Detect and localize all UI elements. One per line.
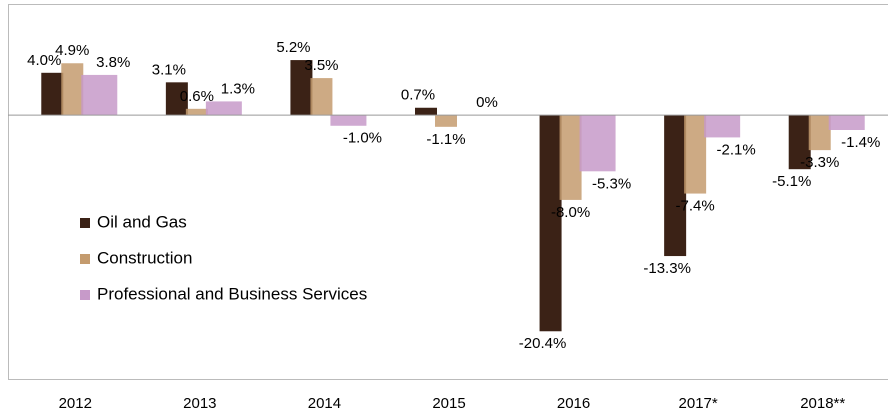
bar bbox=[290, 60, 313, 116]
plot-frame bbox=[8, 4, 888, 380]
legend-swatch bbox=[80, 218, 90, 228]
x-tick-label: 2014 bbox=[308, 395, 341, 412]
legend-swatch bbox=[80, 254, 90, 264]
value-label: -13.3% bbox=[643, 260, 691, 277]
bar bbox=[435, 115, 457, 127]
value-label: 4.9% bbox=[55, 42, 89, 59]
bar bbox=[808, 115, 831, 151]
value-label: -1.1% bbox=[426, 131, 465, 148]
value-label: -2.1% bbox=[717, 141, 756, 158]
bar bbox=[539, 115, 562, 332]
bar bbox=[704, 115, 741, 138]
bar bbox=[81, 74, 118, 116]
x-tick-label: 2015 bbox=[432, 395, 465, 412]
value-label: 1.3% bbox=[221, 80, 255, 97]
value-label: 0% bbox=[476, 94, 498, 111]
x-tick-label: 2017* bbox=[679, 395, 718, 412]
bar bbox=[579, 115, 616, 172]
value-label: -20.4% bbox=[519, 335, 567, 352]
legend-label: Construction bbox=[97, 248, 192, 267]
bar bbox=[310, 78, 333, 116]
value-label: 3.8% bbox=[96, 54, 130, 71]
bar bbox=[41, 72, 64, 116]
bar bbox=[165, 82, 188, 116]
x-tick-label: 2013 bbox=[183, 395, 216, 412]
value-label: -1.4% bbox=[841, 134, 880, 151]
value-label: -5.1% bbox=[772, 173, 811, 190]
value-label: 0.6% bbox=[180, 88, 214, 105]
value-label: -8.0% bbox=[551, 204, 590, 221]
x-tick-label: 2012 bbox=[59, 395, 92, 412]
value-label: 5.2% bbox=[276, 39, 310, 56]
value-label: 3.1% bbox=[152, 61, 186, 78]
value-label: -5.3% bbox=[592, 175, 631, 192]
value-label: -7.4% bbox=[676, 198, 715, 215]
x-tick-label: 2016 bbox=[557, 395, 590, 412]
bar bbox=[61, 63, 84, 116]
value-label: 0.7% bbox=[401, 87, 435, 104]
bar bbox=[828, 115, 865, 130]
value-label: -1.0% bbox=[343, 130, 382, 147]
x-tick-label: 2018** bbox=[800, 395, 845, 412]
value-label: 3.5% bbox=[304, 57, 338, 74]
legend-label: Professional and Business Services bbox=[97, 284, 367, 303]
value-label: -3.3% bbox=[800, 154, 839, 171]
legend-label: Oil and Gas bbox=[97, 212, 187, 231]
bar bbox=[664, 115, 687, 257]
bar bbox=[684, 115, 707, 194]
value-label: 4.0% bbox=[27, 52, 61, 69]
legend-swatch bbox=[80, 290, 90, 300]
bar bbox=[788, 115, 811, 170]
bar bbox=[185, 108, 208, 116]
bar bbox=[205, 101, 242, 116]
bar bbox=[415, 107, 437, 116]
bar bbox=[559, 115, 582, 200]
bar bbox=[330, 115, 367, 126]
